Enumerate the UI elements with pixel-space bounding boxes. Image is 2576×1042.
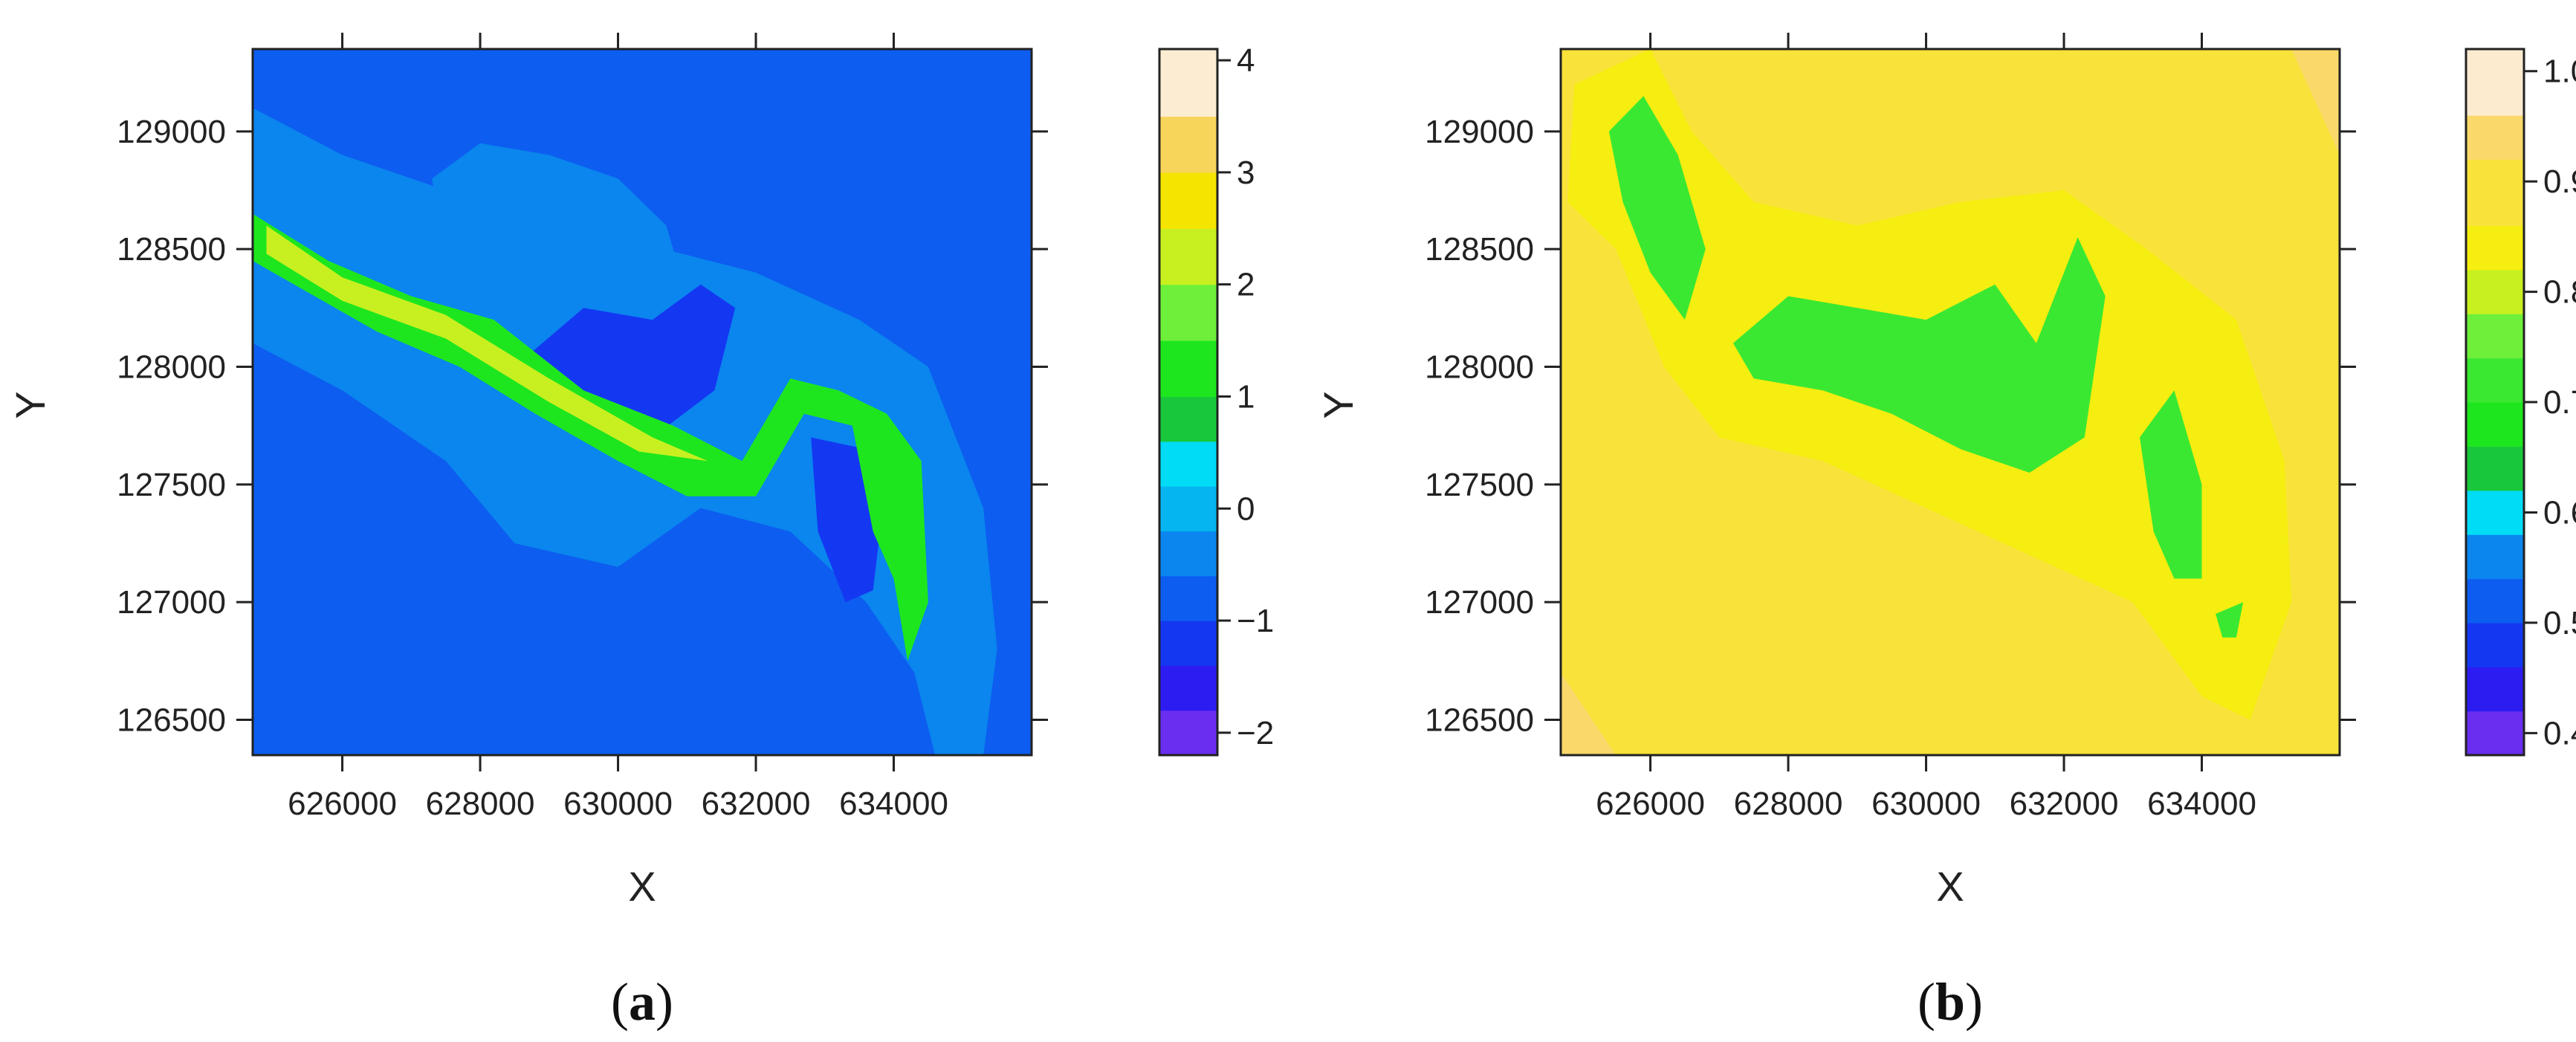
colorbar-band-b-1: [2466, 711, 2524, 756]
x-axis-label-a: X: [628, 863, 656, 910]
colorbar-band-b-14: [2466, 115, 2524, 161]
colorbar-tick-label-a-6: −1: [1237, 603, 1274, 639]
y-tick-label-b-3: 127500: [1425, 467, 1534, 503]
colorbar-band-a-7: [1159, 441, 1217, 487]
colorbar-band-a-6: [1159, 486, 1217, 532]
colorbar-band-a-3: [1159, 621, 1217, 666]
x-axis-label-b: X: [1936, 863, 1964, 910]
colorbar-tick-label-b-4: 0.7: [2543, 384, 2576, 421]
panel-label-b: (b): [1918, 972, 1983, 1032]
colorbar-band-b-3: [2466, 622, 2524, 667]
colorbar-band-a-9: [1159, 340, 1217, 398]
y-tick-label-a-3: 127500: [117, 467, 226, 503]
heatmap-region-a-6: [266, 225, 708, 462]
x-tick-label-a-3: 630000: [563, 786, 673, 822]
colorbar-tick-label-a-4: 1: [1237, 378, 1255, 415]
x-tick-label-a-5: 634000: [839, 786, 948, 822]
heatmap-region-b-4: [1608, 96, 1706, 320]
colorbar-tick-label-a-7: −2: [1237, 715, 1274, 751]
heatmap-panel-b: 626000 628000 630000 632000 634000 126500 1270…: [1315, 33, 2576, 1032]
colorbar-band-a-4: [1159, 575, 1217, 621]
y-tick-label-b-1: 126500: [1425, 702, 1534, 739]
colorbar-band-b-12: [2466, 225, 2524, 271]
x-tick-label-b-5: 634000: [2147, 786, 2256, 822]
x-tick-label-a-1: 626000: [288, 786, 397, 822]
axis-ticks-a: 626000 628000 630000 632000 634000 126500 1270…: [117, 33, 1048, 822]
x-tick-label-b-3: 630000: [1871, 786, 1981, 822]
colorbar-tick-label-a-3: 2: [1237, 267, 1255, 303]
colorbar-band-b-15: [2466, 49, 2524, 116]
x-tick-label-b-4: 632000: [2010, 786, 2119, 822]
y-tick-label-b-6: 129000: [1425, 114, 1534, 150]
colorbar-band-b-10: [2466, 314, 2524, 359]
colorbar-band-b-5: [2466, 534, 2524, 580]
y-axis-label-b: Y: [1315, 391, 1362, 418]
colorbar-tick-label-a-5: 0: [1237, 491, 1255, 527]
plot-frame-b: [1559, 48, 2341, 757]
colorbar-frame-a: [1158, 48, 1219, 757]
heatmap-area-a: [253, 49, 1032, 755]
y-tick-label-b-5: 128500: [1425, 231, 1534, 268]
heatmap-region-b-5: [1732, 237, 2106, 473]
colorbar-tick-label-b-7: 0.4: [2543, 715, 2576, 751]
x-tick-label-a-4: 632000: [702, 786, 811, 822]
colorbar-band-a-13: [1159, 116, 1217, 173]
colorbar-band-b-11: [2466, 269, 2524, 314]
plot-frame-a: [251, 48, 1033, 757]
x-tick-label-a-2: 628000: [426, 786, 535, 822]
heatmap-region-a-2: [432, 143, 687, 355]
y-tick-label-a-1: 126500: [117, 702, 226, 739]
colorbar-band-a-10: [1159, 284, 1217, 341]
axis-ticks-b: 626000 628000 630000 632000 634000 126500 1270…: [1425, 33, 2356, 822]
colorbar-band-a-5: [1159, 531, 1217, 577]
colorbar-band-a-1: [1159, 710, 1217, 756]
y-tick-label-a-6: 129000: [117, 114, 226, 150]
colorbar-band-a-12: [1159, 172, 1217, 229]
colorbar-band-b-4: [2466, 578, 2524, 624]
colorbar-band-a-14: [1159, 49, 1217, 117]
y-tick-label-b-4: 128000: [1425, 349, 1534, 386]
colorbar-a: 4 3 2 1 0 −1 −2: [1158, 42, 1274, 757]
colorbar-tick-label-b-3: 0.8: [2543, 274, 2576, 311]
heatmap-region-b-6: [2140, 390, 2202, 579]
colorbar-band-a-2: [1159, 665, 1217, 711]
heatmap-region-b-1: [2291, 49, 2340, 155]
colorbar-band-a-11: [1159, 228, 1217, 285]
colorbar-tick-label-a-2: 3: [1237, 155, 1255, 191]
heatmap-area-b: [1561, 49, 2340, 755]
panel-label-a: (a): [611, 972, 673, 1032]
colorbar-band-b-2: [2466, 667, 2524, 712]
x-tick-label-b-2: 628000: [1734, 786, 1843, 822]
y-tick-label-b-2: 127000: [1425, 584, 1534, 621]
colorbar-b: 1.0 0.9 0.8 0.7 0.6 0.5 0.4: [2465, 48, 2576, 757]
colorbar-tick-label-a-1: 4: [1237, 42, 1255, 79]
colorbar-tick-label-b-6: 0.5: [2543, 605, 2576, 641]
colorbar-band-a-8: [1159, 396, 1217, 442]
colorbar-band-b-7: [2466, 446, 2524, 491]
y-axis-label-a: Y: [7, 391, 54, 418]
heatmap-region-b-2: [1561, 673, 1617, 755]
y-tick-label-a-2: 127000: [117, 584, 226, 621]
colorbar-band-b-6: [2466, 490, 2524, 535]
heatmap-region-b-7: [2216, 602, 2244, 638]
heatmap-panel-a: 626000 628000 630000 632000 634000 126500 1270…: [7, 33, 1274, 1032]
colorbar-band-b-9: [2466, 357, 2524, 403]
y-tick-label-a-5: 128500: [117, 231, 226, 268]
x-tick-label-b-1: 626000: [1596, 786, 1705, 822]
y-tick-label-a-4: 128000: [117, 349, 226, 386]
colorbar-tick-label-b-5: 0.6: [2543, 494, 2576, 531]
colorbar-tick-label-b-2: 0.9: [2543, 164, 2576, 200]
colorbar-tick-label-b-1: 1.0: [2543, 54, 2576, 90]
colorbar-band-b-8: [2466, 402, 2524, 447]
colorbar-band-b-13: [2466, 159, 2524, 227]
